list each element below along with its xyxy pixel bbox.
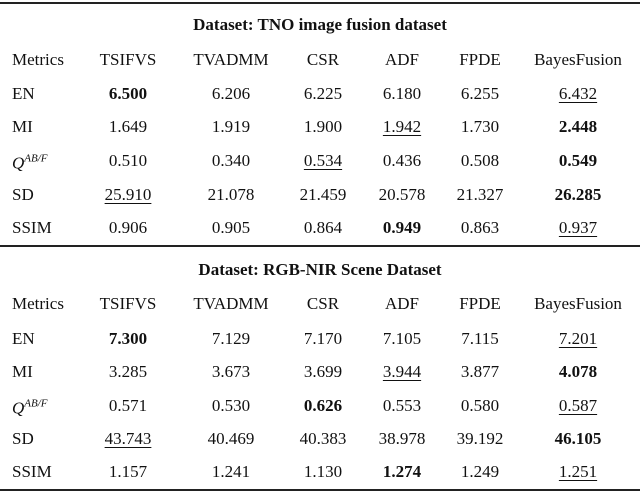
section-title: Dataset: TNO image fusion dataset <box>193 15 447 34</box>
column-header: TSIFVS <box>99 50 157 69</box>
metric-value: 1.274 <box>382 462 422 481</box>
metric-value: 3.673 <box>211 362 251 381</box>
metric-value: 20.578 <box>378 185 426 204</box>
metric-value: 0.530 <box>211 396 251 415</box>
metric-value: 0.905 <box>211 218 251 237</box>
metric-value: 39.192 <box>456 429 504 448</box>
metric-value: 0.508 <box>460 151 500 170</box>
metric-value: 0.534 <box>303 151 343 170</box>
column-header: Metrics <box>12 294 64 313</box>
metric-value: 7.129 <box>211 329 251 348</box>
metric-value: 7.300 <box>108 329 148 348</box>
metric-value: 0.510 <box>108 151 148 170</box>
metric-value: 21.078 <box>207 185 255 204</box>
metric-value: 1.241 <box>211 462 251 481</box>
metric-value: 1.251 <box>558 462 598 481</box>
column-header: TVADMM <box>193 50 269 69</box>
metric-label: MI <box>12 362 33 381</box>
metric-value: 1.730 <box>460 117 500 136</box>
column-header: CSR <box>306 50 340 69</box>
metric-value: 3.944 <box>382 362 422 381</box>
metric-value: 0.571 <box>108 396 148 415</box>
metric-value: 0.553 <box>382 396 422 415</box>
metric-label: QAB/F <box>12 149 48 174</box>
metric-value: 6.255 <box>460 84 500 103</box>
column-header: ADF <box>384 50 420 69</box>
metric-value: 38.978 <box>378 429 426 448</box>
metric-value: 6.206 <box>211 84 251 103</box>
metric-label: SSIM <box>12 462 52 481</box>
metric-value: 1.649 <box>108 117 148 136</box>
metric-value: 1.900 <box>303 117 343 136</box>
top-rule <box>0 2 640 4</box>
column-header: ADF <box>384 294 420 313</box>
section-title: Dataset: RGB-NIR Scene Dataset <box>198 260 442 279</box>
metric-value: 3.877 <box>460 362 500 381</box>
metric-value: 4.078 <box>558 362 598 381</box>
metric-value: 0.587 <box>558 396 598 415</box>
column-header: Metrics <box>12 50 64 69</box>
metric-value: 25.910 <box>104 185 152 204</box>
metric-value: 1.157 <box>108 462 148 481</box>
metric-value: 46.105 <box>554 429 602 448</box>
metric-value: 7.201 <box>558 329 598 348</box>
bottom-rule <box>0 489 640 491</box>
metric-value: 0.863 <box>460 218 500 237</box>
metric-value: 0.906 <box>108 218 148 237</box>
metric-value: 3.699 <box>303 362 343 381</box>
metric-base: Q <box>12 398 25 418</box>
metric-base: Q <box>12 153 25 173</box>
metric-superscript: AB/F <box>24 152 48 165</box>
metric-value: 0.436 <box>382 151 422 170</box>
column-header: FPDE <box>459 50 501 69</box>
metric-value: 43.743 <box>104 429 152 448</box>
metric-value: 6.180 <box>382 84 422 103</box>
metric-value: 7.105 <box>382 329 422 348</box>
column-header: CSR <box>306 294 340 313</box>
metric-superscript: AB/F <box>24 397 48 410</box>
metric-label: SSIM <box>12 218 52 237</box>
metric-value: 0.937 <box>558 218 598 237</box>
metric-value: 2.448 <box>558 117 598 136</box>
column-header: TVADMM <box>193 294 269 313</box>
mid-rule <box>0 245 640 247</box>
metric-label: MI <box>12 117 33 136</box>
column-header: FPDE <box>459 294 501 313</box>
metric-label: SD <box>12 429 34 448</box>
metric-value: 21.459 <box>299 185 347 204</box>
metric-value: 0.949 <box>382 218 422 237</box>
metric-value: 40.469 <box>207 429 255 448</box>
metric-value: 3.285 <box>108 362 148 381</box>
metric-value: 6.432 <box>558 84 598 103</box>
metric-value: 0.626 <box>303 396 343 415</box>
metric-value: 40.383 <box>299 429 347 448</box>
column-header: TSIFVS <box>99 294 157 313</box>
metric-value: 26.285 <box>554 185 602 204</box>
metric-label: QAB/F <box>12 394 48 419</box>
metric-value: 0.580 <box>460 396 500 415</box>
metric-value: 1.942 <box>382 117 422 136</box>
metric-value: 1.919 <box>211 117 251 136</box>
metric-value: 0.549 <box>558 151 598 170</box>
metric-label: SD <box>12 185 34 204</box>
metric-value: 1.249 <box>460 462 500 481</box>
column-header: BayesFusion <box>534 294 622 313</box>
column-header: BayesFusion <box>534 50 622 69</box>
metric-value: 6.225 <box>303 84 343 103</box>
metric-label: EN <box>12 84 35 103</box>
metric-value: 1.130 <box>303 462 343 481</box>
metric-value: 7.170 <box>303 329 343 348</box>
metric-value: 0.864 <box>303 218 343 237</box>
metric-value: 21.327 <box>456 185 504 204</box>
metric-value: 6.500 <box>108 84 148 103</box>
metric-value: 7.115 <box>461 329 499 348</box>
metric-label: EN <box>12 329 35 348</box>
metric-value: 0.340 <box>211 151 251 170</box>
